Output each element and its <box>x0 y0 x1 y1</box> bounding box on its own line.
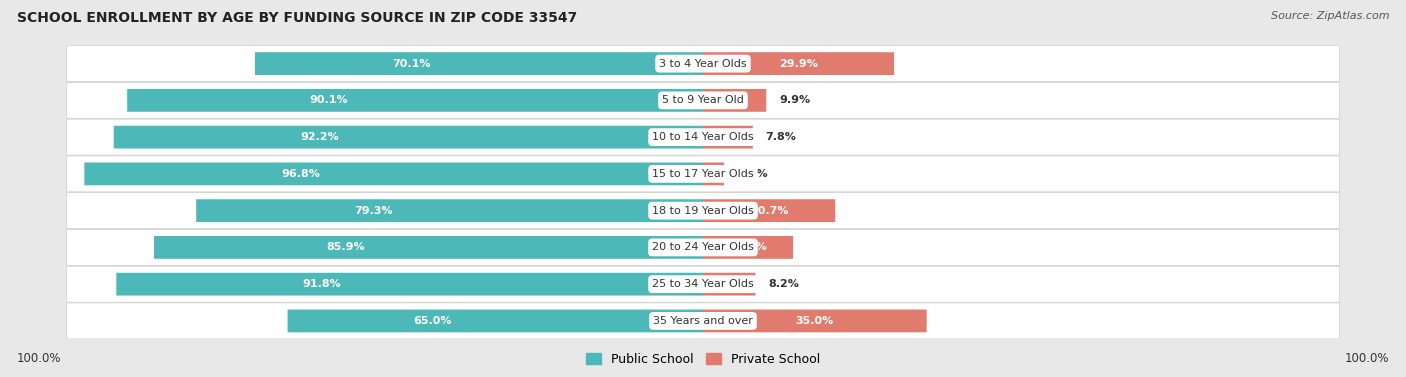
FancyBboxPatch shape <box>703 199 835 222</box>
Legend: Public School, Private School: Public School, Private School <box>581 348 825 371</box>
FancyBboxPatch shape <box>288 310 703 332</box>
FancyBboxPatch shape <box>66 156 1340 192</box>
FancyBboxPatch shape <box>127 89 703 112</box>
FancyBboxPatch shape <box>703 126 752 149</box>
FancyBboxPatch shape <box>703 162 724 185</box>
Text: 18 to 19 Year Olds: 18 to 19 Year Olds <box>652 205 754 216</box>
FancyBboxPatch shape <box>66 229 1340 265</box>
Text: 15 to 17 Year Olds: 15 to 17 Year Olds <box>652 169 754 179</box>
FancyBboxPatch shape <box>254 52 703 75</box>
FancyBboxPatch shape <box>66 303 1340 339</box>
FancyBboxPatch shape <box>703 310 927 332</box>
Text: 3 to 4 Year Olds: 3 to 4 Year Olds <box>659 58 747 69</box>
Text: 29.9%: 29.9% <box>779 58 818 69</box>
FancyBboxPatch shape <box>66 119 1340 155</box>
Text: 10 to 14 Year Olds: 10 to 14 Year Olds <box>652 132 754 142</box>
FancyBboxPatch shape <box>66 193 1340 229</box>
Text: 20 to 24 Year Olds: 20 to 24 Year Olds <box>652 242 754 253</box>
Text: 96.8%: 96.8% <box>281 169 321 179</box>
FancyBboxPatch shape <box>155 236 703 259</box>
Text: 85.9%: 85.9% <box>326 242 366 253</box>
FancyBboxPatch shape <box>66 82 1340 118</box>
FancyBboxPatch shape <box>66 266 1340 302</box>
Text: 92.2%: 92.2% <box>301 132 339 142</box>
Text: 79.3%: 79.3% <box>354 205 392 216</box>
Text: 91.8%: 91.8% <box>302 279 342 289</box>
Text: 9.9%: 9.9% <box>779 95 810 106</box>
Text: 25 to 34 Year Olds: 25 to 34 Year Olds <box>652 279 754 289</box>
Text: 3.3%: 3.3% <box>737 169 768 179</box>
FancyBboxPatch shape <box>703 52 894 75</box>
Text: SCHOOL ENROLLMENT BY AGE BY FUNDING SOURCE IN ZIP CODE 33547: SCHOOL ENROLLMENT BY AGE BY FUNDING SOUR… <box>17 11 576 25</box>
FancyBboxPatch shape <box>114 126 703 149</box>
Text: 8.2%: 8.2% <box>768 279 799 289</box>
Text: 14.1%: 14.1% <box>728 242 768 253</box>
FancyBboxPatch shape <box>703 89 766 112</box>
FancyBboxPatch shape <box>703 273 755 296</box>
Text: 35 Years and over: 35 Years and over <box>652 316 754 326</box>
Text: Source: ZipAtlas.com: Source: ZipAtlas.com <box>1271 11 1389 21</box>
FancyBboxPatch shape <box>117 273 703 296</box>
FancyBboxPatch shape <box>84 162 703 185</box>
Text: 5 to 9 Year Old: 5 to 9 Year Old <box>662 95 744 106</box>
Text: 7.8%: 7.8% <box>766 132 797 142</box>
Text: 65.0%: 65.0% <box>413 316 453 326</box>
FancyBboxPatch shape <box>197 199 703 222</box>
FancyBboxPatch shape <box>703 236 793 259</box>
Text: 70.1%: 70.1% <box>392 58 432 69</box>
Text: 100.0%: 100.0% <box>17 352 62 365</box>
Text: 100.0%: 100.0% <box>1344 352 1389 365</box>
Text: 20.7%: 20.7% <box>749 205 789 216</box>
Text: 35.0%: 35.0% <box>796 316 834 326</box>
FancyBboxPatch shape <box>66 46 1340 82</box>
Text: 90.1%: 90.1% <box>309 95 349 106</box>
